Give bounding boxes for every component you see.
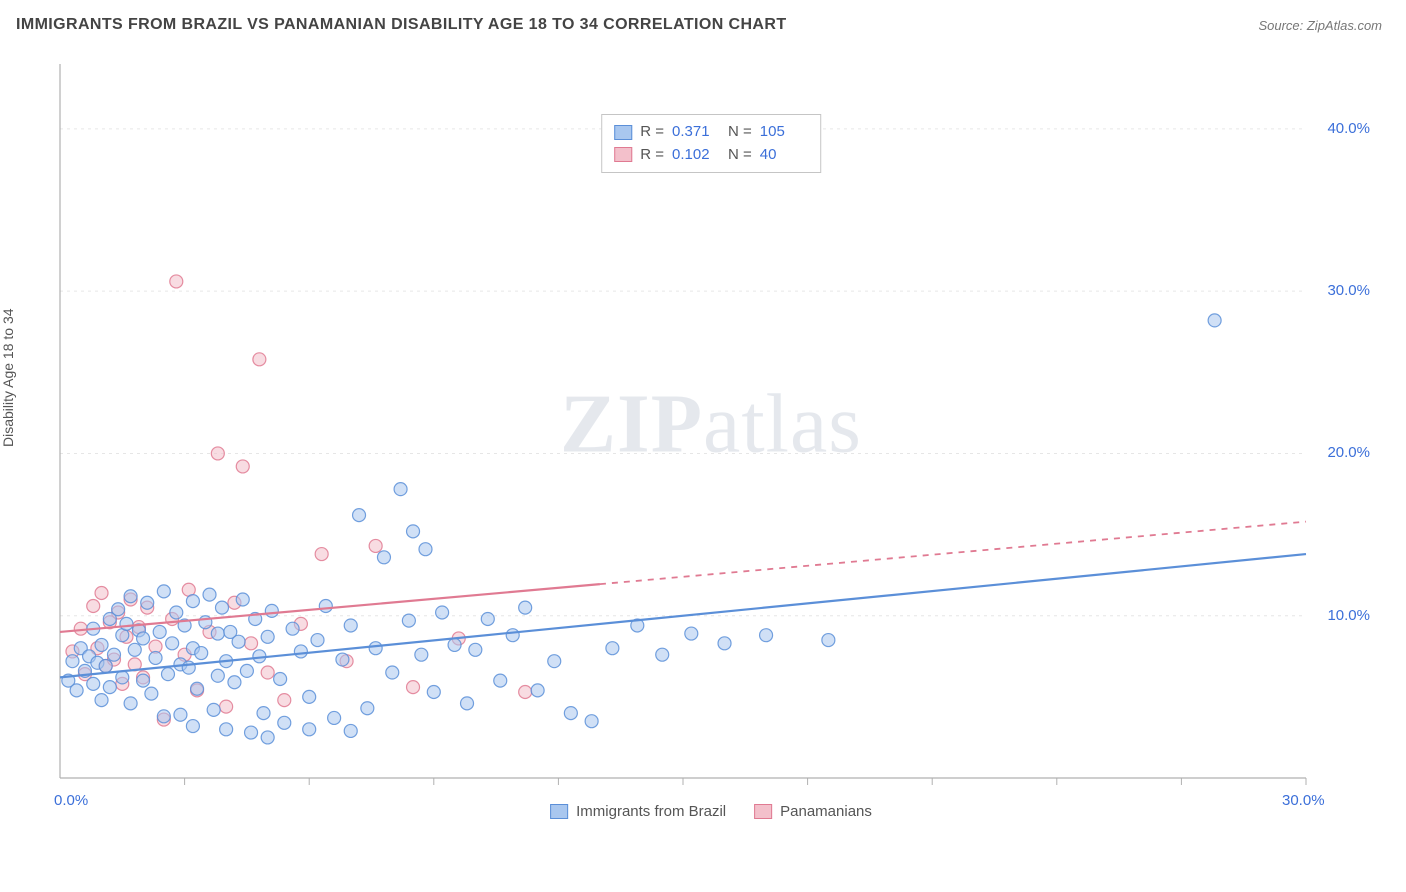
y-tick-label: 40.0% — [1310, 120, 1370, 137]
plot-area: Disability Age 18 to 34 ZIPatlas R =0.37… — [46, 54, 1376, 824]
legend-swatch-panama — [754, 804, 772, 819]
y-axis-label: Disability Age 18 to 34 — [0, 308, 16, 447]
x-tick-label: 0.0% — [54, 792, 88, 809]
y-tick-label: 20.0% — [1310, 444, 1370, 461]
y-tick-label: 10.0% — [1310, 607, 1370, 624]
legend-swatch-brazil — [614, 125, 632, 140]
legend-label: Immigrants from Brazil — [576, 803, 726, 820]
legend-swatch-brazil — [550, 804, 568, 819]
series-legend: Immigrants from Brazil Panamanians — [550, 803, 872, 820]
source-attribution: Source: ZipAtlas.com — [1258, 18, 1382, 33]
x-tick-label: 30.0% — [1282, 792, 1325, 809]
chart-title: IMMIGRANTS FROM BRAZIL VS PANAMANIAN DIS… — [16, 16, 787, 34]
y-tick-label: 30.0% — [1310, 282, 1370, 299]
correlation-legend: R =0.371 N =105 R =0.102 N =40 — [601, 114, 821, 173]
legend-label: Panamanians — [780, 803, 872, 820]
legend-swatch-panama — [614, 147, 632, 162]
